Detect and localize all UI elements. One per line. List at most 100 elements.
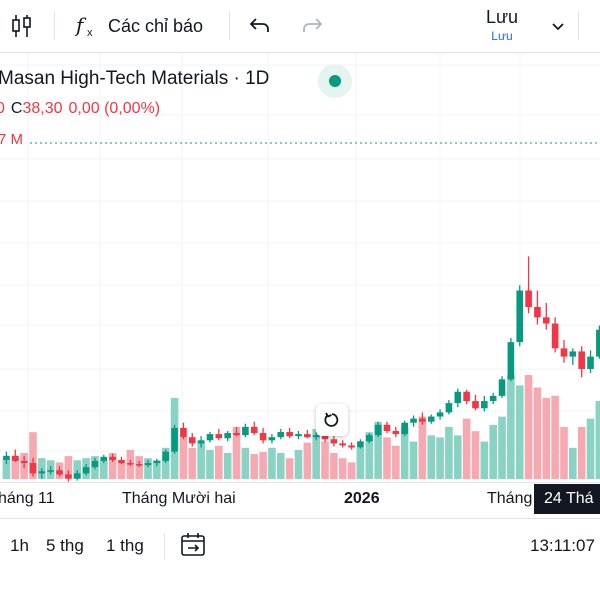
reset-chart-button[interactable] — [316, 404, 348, 436]
volume-legend: 7 M — [0, 131, 24, 148]
volume-bar — [232, 427, 241, 479]
price-chart[interactable] — [0, 53, 600, 515]
redo-button[interactable] — [300, 8, 324, 44]
ohlc-legend: 0 C38,30 0,00 (0,00%) — [0, 100, 166, 118]
close-value: 38,30 — [22, 100, 63, 117]
volume-bar — [383, 437, 391, 479]
volume-bar — [294, 449, 303, 479]
candle-body — [73, 473, 81, 479]
candle-body — [20, 460, 28, 464]
save-dropdown-button[interactable] — [550, 8, 566, 44]
candle-body — [445, 403, 453, 413]
candle-body — [127, 463, 134, 465]
volume-bar — [161, 447, 170, 479]
change-value: 0,00 (0,00%) — [68, 100, 161, 117]
volume-bar — [498, 416, 506, 479]
x-axis-label-next: Tháng — [487, 490, 533, 507]
candle-body — [304, 434, 311, 438]
volume-bar — [533, 387, 542, 479]
volume-bar — [259, 451, 267, 479]
candle-body — [489, 395, 497, 402]
candle-body — [286, 432, 293, 437]
save-button[interactable]: Lưu Lưu — [472, 6, 532, 44]
candle-body — [56, 470, 63, 475]
volume-bar — [29, 432, 37, 479]
volume-bar — [135, 456, 143, 479]
timeframe-5d[interactable]: 5 thg — [46, 536, 84, 555]
candle-body — [215, 434, 223, 439]
redo-icon — [303, 18, 323, 32]
indicators-button[interactable]: f x Các chỉ báo — [74, 8, 203, 44]
candle-body — [507, 342, 515, 380]
volume-bar — [276, 453, 285, 479]
volume-bar — [117, 462, 126, 479]
candle-body — [295, 434, 302, 437]
candle-body — [339, 443, 347, 446]
candle-body — [277, 432, 285, 438]
x-axis-label-year: 2026 — [344, 490, 380, 507]
candle-body — [312, 435, 320, 438]
svg-text:x: x — [87, 27, 93, 39]
candle-body — [542, 317, 550, 324]
candles — [3, 256, 600, 482]
volume-bar — [471, 431, 480, 479]
candle-body — [596, 329, 600, 357]
candle-body — [419, 418, 426, 422]
timeframe-1m[interactable]: 1 thg — [106, 536, 144, 555]
candle-body — [410, 418, 417, 423]
volume-bar — [215, 445, 223, 479]
candle-body — [82, 467, 90, 474]
volume-bar — [392, 445, 400, 479]
volume-bar — [197, 441, 205, 479]
candle-body — [569, 351, 577, 357]
candle-body — [578, 351, 585, 369]
toolbar-separator — [229, 12, 230, 40]
toolbar-separator — [578, 12, 579, 40]
candle-body — [250, 426, 258, 434]
save-sub-label: Lưu — [491, 29, 513, 43]
candle-body — [551, 323, 559, 349]
volume-bar — [64, 456, 73, 479]
volume-bar — [206, 449, 214, 479]
volume-bar — [560, 427, 568, 479]
volume-bar — [179, 437, 188, 479]
volume-bar — [11, 456, 20, 479]
volume-bar — [577, 427, 586, 479]
candle-body — [259, 433, 267, 441]
candle-body — [162, 451, 170, 461]
volume-bar — [409, 441, 418, 479]
volume-bar — [374, 421, 382, 479]
volume-bar — [73, 460, 82, 479]
volume-bar — [2, 458, 11, 479]
volume-bar — [480, 441, 489, 479]
volume-bar — [595, 401, 600, 479]
undo-button[interactable] — [248, 8, 272, 44]
candle-body — [560, 348, 568, 357]
candle-body — [454, 391, 462, 404]
candle-body — [118, 459, 125, 464]
candle-body — [11, 455, 19, 461]
candle-body — [330, 439, 338, 444]
volume-bar — [453, 435, 462, 479]
candle-body — [365, 435, 373, 442]
volume-bar — [108, 453, 117, 479]
chart-type-button[interactable] — [10, 8, 34, 44]
volume-bar — [153, 460, 161, 479]
volume-bar — [569, 447, 577, 479]
open-value: 0 — [0, 100, 5, 117]
volume-bar — [144, 458, 152, 479]
candle-body — [481, 401, 488, 409]
clock: 13:11:07 — [530, 536, 595, 555]
save-label: Lưu — [485, 7, 519, 27]
candle-body — [516, 290, 524, 343]
timeframe-1h[interactable]: 1h — [10, 536, 29, 555]
candle-body — [268, 437, 276, 441]
candle-body — [436, 412, 444, 417]
market-status-dot[interactable] — [318, 64, 352, 98]
candle-body — [100, 456, 108, 461]
candle-body — [392, 431, 400, 435]
candle-body — [224, 433, 231, 439]
volume-bar — [586, 418, 595, 479]
candle-body — [374, 424, 382, 436]
date-range-button[interactable] — [180, 532, 208, 563]
